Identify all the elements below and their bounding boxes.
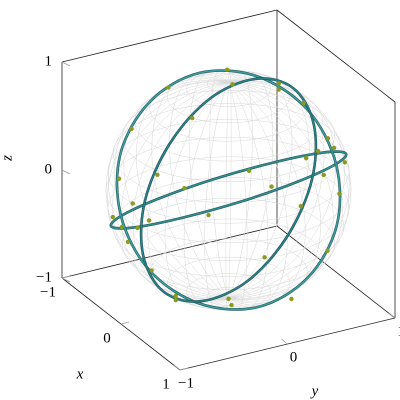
scatter-point — [337, 191, 342, 196]
scatter-point — [224, 67, 230, 72]
sphere-wire — [183, 70, 274, 310]
sphere-wire — [123, 78, 334, 302]
x-axis-label: x — [76, 366, 84, 382]
x-tick-label: 0 — [103, 330, 111, 346]
scatter-point — [125, 239, 131, 245]
scatter-point — [298, 204, 304, 209]
z-tick-label: −1 — [36, 269, 52, 285]
curve-outline — [109, 150, 348, 230]
box-edge — [276, 9, 396, 103]
box-edge — [61, 9, 278, 63]
sphere-wire — [107, 81, 350, 299]
curve — [110, 150, 347, 230]
scatter-point — [173, 297, 178, 303]
y-tick — [173, 364, 181, 371]
scatter-point — [206, 212, 211, 218]
sphere-wire — [164, 72, 293, 308]
scatter-point — [116, 176, 122, 181]
x-tick — [179, 367, 189, 371]
sphere-wire — [132, 76, 325, 304]
x-tick-label: −1 — [40, 284, 56, 300]
scatter-point — [130, 201, 135, 206]
scatter-point — [146, 218, 152, 223]
scatter-point — [246, 168, 252, 174]
scatter-point — [342, 160, 347, 165]
scatter-point — [331, 145, 337, 151]
z-tick — [61, 169, 71, 175]
sphere-wire — [169, 72, 288, 308]
scatter-point — [166, 85, 171, 90]
sphere-wire — [225, 69, 232, 311]
z-tick-label: 1 — [45, 53, 53, 69]
box-edge — [61, 225, 278, 279]
scatter-point — [155, 172, 160, 177]
curve-outline — [139, 77, 318, 303]
scatter-point — [173, 293, 178, 299]
scatter-point — [262, 255, 267, 260]
sphere-wire — [209, 69, 248, 311]
x-tick-label: 1 — [162, 376, 170, 392]
scatter-point — [230, 82, 235, 87]
curve — [116, 69, 341, 311]
sphere-wire — [147, 74, 310, 306]
sphere-wire — [113, 80, 344, 300]
scatter-point — [110, 214, 116, 220]
scatter-point — [182, 186, 187, 191]
y-tick — [281, 338, 288, 345]
z-tick — [61, 277, 71, 283]
scatter-point — [315, 148, 321, 154]
x-tick — [120, 321, 130, 325]
sphere-wire — [105, 81, 352, 299]
y-tick — [388, 312, 396, 319]
scatter-point — [276, 81, 282, 86]
scatter-point — [129, 126, 134, 131]
scatter-point — [119, 224, 125, 230]
z-axis-label: z — [0, 155, 15, 162]
y-axis-label: y — [310, 383, 319, 399]
scatter-point — [321, 172, 326, 178]
scatter-point — [189, 115, 195, 121]
box-edge — [276, 225, 396, 319]
y-tick-label: −1 — [178, 375, 194, 391]
scatter-point — [301, 100, 306, 106]
scatter-point — [226, 296, 231, 301]
sphere-wire — [107, 81, 350, 299]
sphere-wire — [136, 76, 321, 304]
y-tick-label: 0 — [290, 349, 298, 365]
scatter-point — [135, 225, 140, 231]
sphere-wire — [204, 69, 253, 311]
scatter-point — [303, 156, 309, 161]
scatter-point — [149, 268, 154, 273]
x-tick — [61, 275, 71, 279]
y-tick-label: 1 — [397, 323, 400, 339]
scatter-point — [229, 302, 234, 308]
z-tick-label: 0 — [45, 161, 53, 177]
scatter-point — [325, 248, 330, 253]
z-tick — [61, 61, 71, 67]
sphere-wire — [112, 80, 345, 300]
curve — [140, 77, 317, 303]
scatter-point — [276, 87, 281, 92]
scatter-point — [325, 136, 331, 141]
scatter-point — [269, 184, 274, 189]
scatter-point — [289, 296, 294, 302]
